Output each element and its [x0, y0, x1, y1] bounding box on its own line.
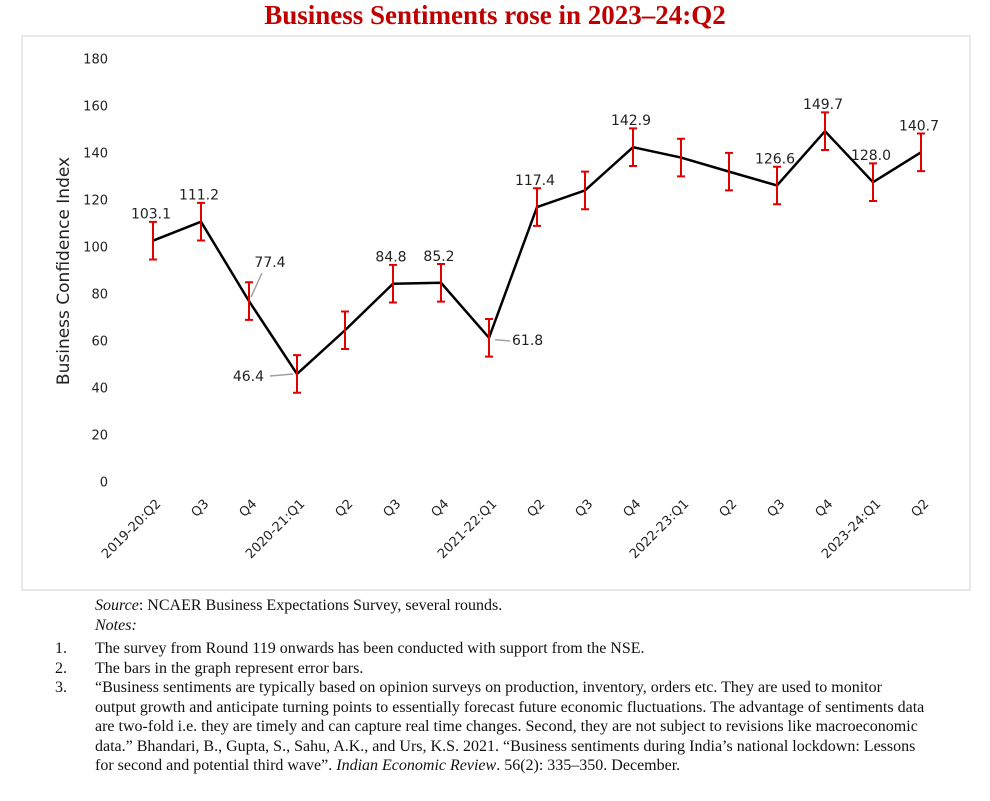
note-text: The survey from Round 119 onwards has be…	[95, 640, 645, 657]
data-label: 149.7	[803, 97, 843, 113]
y-tick-label: 20	[91, 429, 108, 444]
data-label: 140.7	[899, 118, 939, 134]
data-label: 117.4	[515, 173, 555, 189]
y-tick-label: 140	[83, 147, 108, 162]
y-tick-label: 0	[100, 476, 108, 491]
note: 3. “Business sentiments are typically bas…	[0, 678, 925, 776]
error-bar	[485, 317, 493, 358]
chart-title: Business Sentiments rose in 2023–24:Q2	[264, 0, 726, 30]
y-tick-label: 80	[91, 288, 108, 303]
footnotes: Source: NCAER Business Expectations Surv…	[0, 596, 990, 776]
data-label: 61.8	[512, 333, 543, 349]
chart-frame	[21, 35, 971, 591]
y-tick-label: 120	[83, 194, 108, 209]
error-bar	[149, 220, 157, 261]
y-axis-label: Business Confidence Index	[54, 157, 74, 385]
note-number: 2.	[55, 659, 67, 677]
leader-line	[494, 339, 511, 342]
error-bar	[581, 170, 589, 211]
data-label: 128.0	[851, 148, 891, 164]
y-tick-label: 40	[91, 382, 108, 397]
error-bar	[293, 354, 301, 394]
error-bar	[773, 165, 781, 206]
error-bar	[725, 151, 733, 192]
source: Source: NCAER Business Expectations Surv…	[0, 596, 925, 616]
error-bar	[629, 127, 637, 167]
data-label: 111.2	[179, 188, 219, 204]
chart: Business Sentiments rose in 2023–24:Q2 B…	[21, 0, 971, 591]
journal: Indian Economic Review	[336, 757, 497, 774]
source-text: : NCAER Business Expectations Survey, se…	[138, 597, 503, 614]
data-label: 84.8	[375, 250, 406, 266]
y-tick-label: 100	[83, 241, 108, 256]
data-label: 85.2	[423, 249, 454, 265]
error-bar	[533, 187, 541, 227]
y-tick-label: 160	[83, 100, 108, 115]
note-number: 3.	[55, 679, 67, 696]
leader-line	[250, 272, 263, 298]
note-text: The bars in the graph represent error ba…	[95, 659, 364, 677]
error-bar	[917, 132, 925, 173]
data-label: 142.9	[611, 113, 651, 129]
error-bar	[677, 137, 685, 178]
error-bar	[245, 281, 253, 321]
data-label: 77.4	[254, 255, 285, 271]
y-tick-label: 180	[83, 53, 108, 68]
note-number: 1.	[55, 640, 67, 657]
error-bar	[437, 262, 445, 303]
note: 1. The survey from Round 119 onwards has …	[0, 639, 925, 659]
y-tick-label: 60	[91, 335, 108, 350]
note: 2. The bars in the graph represent error …	[0, 659, 925, 679]
data-label: 46.4	[233, 369, 264, 385]
error-bar	[821, 111, 829, 152]
error-bar	[389, 263, 397, 304]
data-label: 103.1	[131, 207, 171, 223]
data-label: 126.6	[755, 151, 795, 167]
note-text: “Business sentiments are typically based…	[95, 679, 925, 774]
error-bar	[197, 201, 205, 242]
error-bar	[869, 162, 877, 202]
notes-label-text: Notes:	[95, 616, 137, 634]
notes-label: Notes:	[0, 616, 925, 636]
leader-line	[269, 373, 294, 377]
error-bar	[341, 310, 349, 351]
note-tail: . 56(2): 335–350. December.	[496, 757, 681, 774]
source-label: Source	[95, 597, 139, 614]
